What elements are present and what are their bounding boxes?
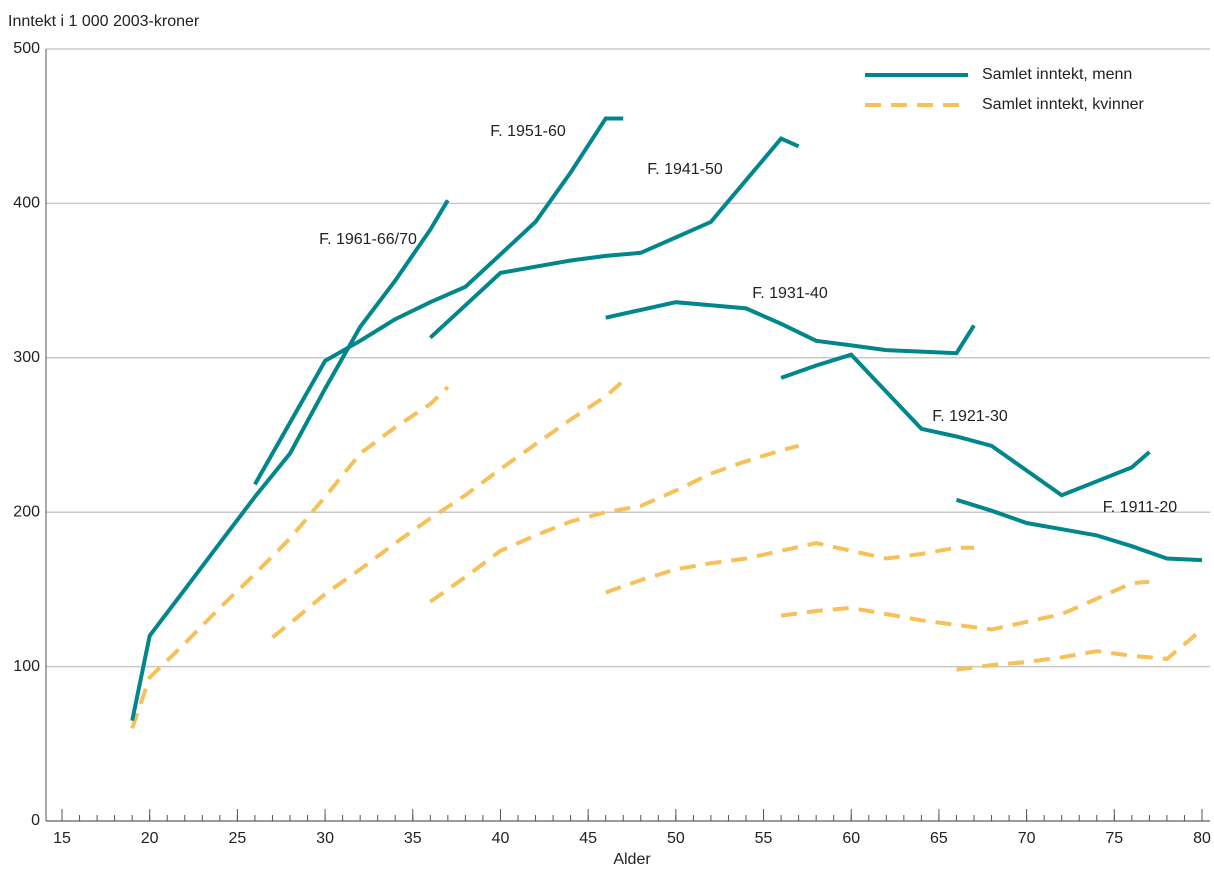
x-tick-label: 40: [492, 830, 510, 847]
men-line: [428, 136, 800, 340]
y-tick-label: 300: [13, 349, 40, 366]
x-tick-label: 80: [1193, 830, 1211, 847]
x-tick-label: 25: [228, 830, 246, 847]
women-line: [130, 385, 450, 730]
x-tick-label: 75: [1105, 830, 1123, 847]
x-axis-label: Alder: [613, 851, 651, 868]
cohort-label: F. 1921-30: [932, 408, 1008, 425]
cohort-label: F. 1911-20: [1103, 499, 1178, 516]
x-tick-label: 30: [316, 830, 334, 847]
women-line: [271, 379, 625, 639]
cohort-label: F. 1931-40: [752, 285, 828, 302]
x-tick-label: 70: [1018, 830, 1036, 847]
cohort-label: F. 1951-60: [490, 123, 566, 140]
men-line: [605, 300, 976, 356]
women-line: [956, 627, 1204, 672]
y-tick-label: 100: [13, 658, 40, 675]
x-tick-label: 15: [53, 830, 71, 847]
legend-label: Samlet inntekt, menn: [982, 66, 1132, 83]
women-line: [605, 541, 974, 595]
men-line: [780, 352, 1151, 498]
cohort-label: F. 1941-50: [647, 161, 723, 178]
legend-label: Samlet inntekt, kvinner: [982, 96, 1145, 113]
x-tick-label: 35: [404, 830, 422, 847]
x-tick-label: 20: [141, 830, 159, 847]
y-tick-label: 400: [13, 195, 40, 212]
x-tick-label: 55: [755, 830, 773, 847]
y-axis-label: Inntekt i 1 000 2003-kroner: [8, 13, 200, 30]
x-tick-label: 50: [667, 830, 685, 847]
men-line: [253, 116, 624, 486]
women-line: [429, 443, 800, 604]
cohort-label: F. 1961-66/70: [319, 231, 417, 248]
y-tick-label: 0: [31, 812, 40, 829]
x-tick-label: 45: [579, 830, 597, 847]
x-tick-label: 65: [930, 830, 948, 847]
women-line: [780, 579, 1150, 632]
y-tick-label: 500: [13, 40, 40, 57]
x-tick-label: 60: [842, 830, 860, 847]
men-line: [130, 199, 450, 722]
y-tick-label: 200: [13, 503, 40, 520]
men-line: [955, 497, 1203, 563]
